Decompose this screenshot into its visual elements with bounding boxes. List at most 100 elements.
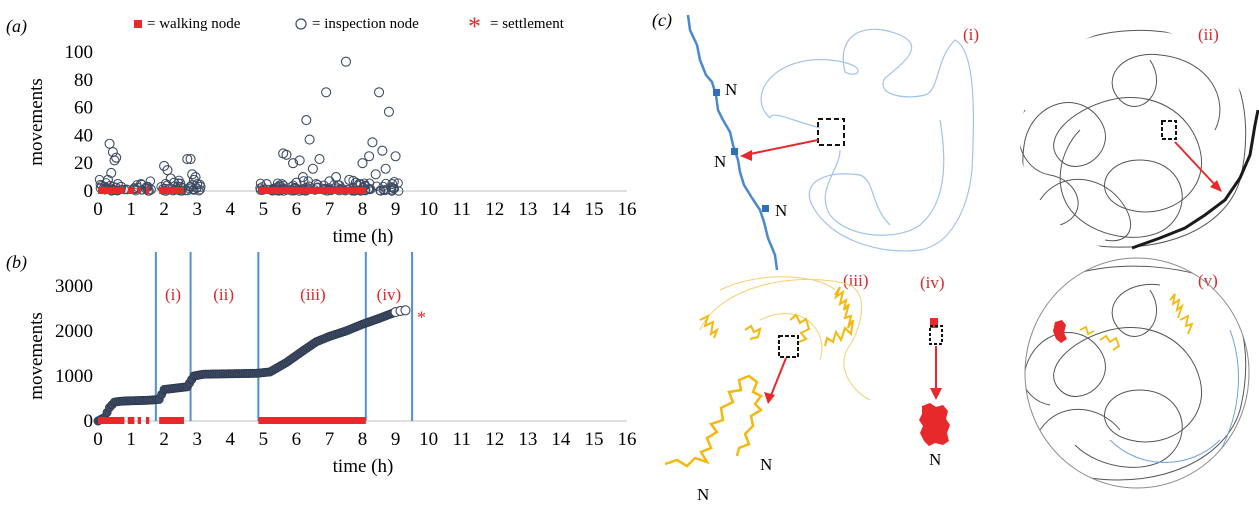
chart-a-xtick-label: 4 xyxy=(226,199,236,220)
chart-a-point xyxy=(162,165,173,176)
chart-a-point xyxy=(373,87,385,98)
chart-a-point xyxy=(381,184,392,195)
chart-b-panel-label: (b) xyxy=(6,252,27,273)
chart-a-walking-segment xyxy=(127,187,135,194)
subpanel-ii-label: (ii) xyxy=(1198,25,1219,44)
chart-a-point xyxy=(380,163,391,174)
chart-b-xtick-label: 15 xyxy=(584,429,603,450)
chart-a-point xyxy=(303,176,313,186)
chart-a-point xyxy=(143,186,153,196)
chart-a-point xyxy=(299,176,309,186)
chart-b-xtick-label: 2 xyxy=(159,429,169,450)
chart-a-point xyxy=(140,183,150,194)
chart-a-point xyxy=(189,185,199,195)
chart-a-points xyxy=(94,56,404,196)
subpanel-v-arena-border xyxy=(1024,257,1250,489)
chart-a-ytick-label: 0 xyxy=(84,181,94,202)
chart-a-point xyxy=(185,153,196,165)
chart-a-walking-segment xyxy=(145,187,150,194)
chart-b-xtick-label: 5 xyxy=(259,429,269,450)
chart-a-xtick-label: 8 xyxy=(358,199,368,220)
chart-b: (b) movements (i) (ii) (iii) (iv) 0 1000 2000… xyxy=(6,252,637,477)
chart-b-ytick-labels: 0 1000 2000 3000 xyxy=(55,276,93,432)
chart-a-xtick-label: 9 xyxy=(391,199,401,220)
chart-a-point xyxy=(387,186,397,196)
chart-b-xtick-labels: 0 1 2 3 4 5 6 7 8 9 10 11 12 13 14 15 16 xyxy=(93,429,636,450)
chart-a-point xyxy=(367,137,378,148)
subpanel-i-trajectory xyxy=(760,28,975,252)
subpanel-v-label: (v) xyxy=(1198,271,1218,290)
chart-a-point xyxy=(344,174,355,185)
chart-a-point xyxy=(390,151,401,162)
chart-a-point xyxy=(101,178,111,188)
subpanel-ii-trajectory xyxy=(1020,29,1247,248)
chart-a-walking-segment xyxy=(159,187,184,194)
chart-b-xtick-label: 8 xyxy=(358,429,368,450)
subpanel-i-arrowhead xyxy=(740,150,752,161)
chart-b-xtick-label: 4 xyxy=(226,429,236,450)
subpanel-iii: (iii) N N xyxy=(664,271,871,504)
chart-a-ytick-label: 60 xyxy=(74,98,93,119)
subpanel-iii-zoom-track xyxy=(664,374,764,468)
subpanel-i-label: (i) xyxy=(963,25,979,44)
legend: = walking node = inspection node * = set… xyxy=(134,12,565,41)
chart-a-point xyxy=(288,158,299,169)
chart-a-point xyxy=(370,169,381,180)
chart-b-xtick-label: 13 xyxy=(518,429,537,450)
chart-b-xtick-label: 3 xyxy=(192,429,202,450)
panel-c-label: (c) xyxy=(652,10,672,31)
chart-a-xtick-label: 14 xyxy=(551,199,571,220)
chart-b-xtick-label: 12 xyxy=(485,429,504,450)
chart-b-xlabel: time (h) xyxy=(333,456,394,477)
chart-a-xlabel: time (h) xyxy=(333,226,394,247)
chart-a-point xyxy=(192,183,202,193)
subpanel-iii-trajectory-light xyxy=(699,276,871,401)
legend-inspection-label: = inspection node xyxy=(312,16,419,32)
subpanel-iii-label: (iii) xyxy=(843,271,869,290)
chart-a-xtick-label: 12 xyxy=(485,199,504,220)
subpanel-v-blue-trajectory xyxy=(1109,329,1239,463)
chart-b-walking-segment xyxy=(258,417,366,424)
chart-a-point xyxy=(195,179,205,190)
subpanel-v-red-cluster xyxy=(1053,320,1067,343)
chart-a-point xyxy=(111,152,122,163)
legend-walking-swatch xyxy=(134,20,142,28)
chart-a-xtick-label: 10 xyxy=(419,199,438,220)
subpanel-v-gray-trajectory xyxy=(1025,265,1247,481)
chart-a-point xyxy=(106,167,117,178)
subpanel-v: (v) xyxy=(1024,257,1250,489)
chart-a-walking-segment xyxy=(137,187,141,194)
chart-b-walking-segment xyxy=(127,417,135,424)
chart-b-phase-label: (iv) xyxy=(377,285,402,304)
chart-a-point xyxy=(364,178,375,188)
chart-b-phase-label: (iii) xyxy=(300,285,326,304)
chart-a-ytick-label: 80 xyxy=(74,70,93,91)
subpanel-ii-zoom-arrow xyxy=(1174,141,1218,188)
chart-a-xtick-label: 0 xyxy=(93,199,103,220)
chart-a-panel-label: (a) xyxy=(6,16,27,37)
chart-b-xtick-label: 0 xyxy=(93,429,103,450)
chart-a-xtick-label: 1 xyxy=(126,199,136,220)
chart-a-ytick-label: 100 xyxy=(65,42,94,63)
subpanel-iv-arrowhead xyxy=(930,388,942,400)
chart-a-point xyxy=(377,145,388,156)
chart-a-xtick-label: 11 xyxy=(453,199,471,220)
chart-b-xtick-label: 1 xyxy=(126,429,136,450)
chart-a-ylabel: movements xyxy=(26,78,47,166)
chart-a-xtick-label: 15 xyxy=(584,199,603,220)
chart-a-point xyxy=(307,163,318,174)
chart-a-xtick-label: 3 xyxy=(192,199,202,220)
chart-b-xtick-label: 9 xyxy=(391,429,401,450)
chart-a-point xyxy=(109,155,120,166)
subpanel-v-yellow-trajectory xyxy=(1079,293,1194,351)
chart-a-point xyxy=(281,149,292,160)
subpanel-i-node-label: N xyxy=(725,80,737,99)
subpanel-iii-node-label: N xyxy=(760,455,772,474)
chart-a-point xyxy=(357,158,368,169)
chart-b-curve xyxy=(93,305,411,426)
subpanel-iv-label: (iv) xyxy=(920,273,945,292)
chart-b-ytick-label: 3000 xyxy=(55,276,93,297)
chart-b-ytick-label: 1000 xyxy=(55,366,93,387)
chart-a-point xyxy=(187,169,198,180)
